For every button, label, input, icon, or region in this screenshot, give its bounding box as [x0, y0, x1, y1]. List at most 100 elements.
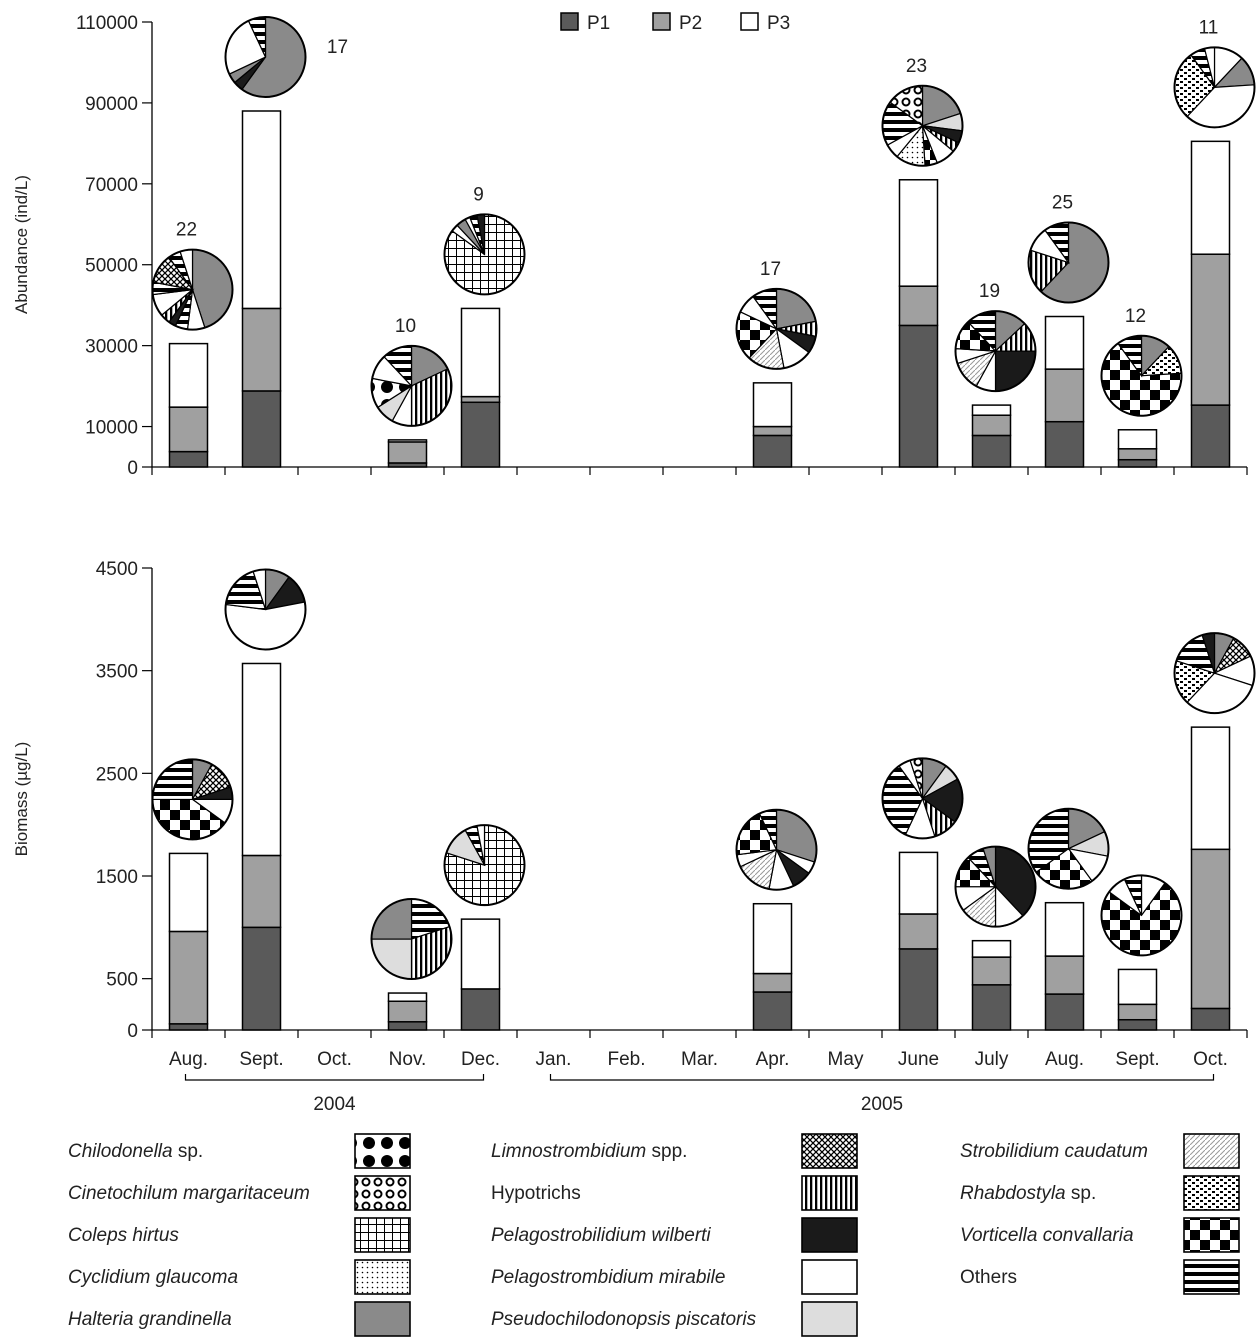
- month-label: Jan.: [536, 1049, 572, 1070]
- biomass-bar-p3: [752, 902, 793, 975]
- abundance-pie-outline: [224, 16, 307, 98]
- abundance-pie: 19: [954, 281, 1037, 393]
- abundance-pie-outline: [881, 84, 964, 167]
- abundance-bar-p2: [387, 441, 428, 464]
- biomass-bar-p2: [1190, 848, 1231, 1010]
- species-label: Chilodonella sp.: [68, 1141, 203, 1162]
- species-swatch-solid-gray: [354, 1301, 411, 1337]
- abundance-pie: 10: [370, 316, 453, 427]
- species-legend: Chilodonella sp. Cinetochilum margaritace…: [68, 1133, 1240, 1337]
- biomass-pie: [443, 824, 526, 907]
- species-name: Pelagostrobilidium wilberti: [491, 1225, 711, 1246]
- biomass-bar-p3: [1117, 968, 1158, 1006]
- abundance-bar-p1: [1117, 458, 1158, 468]
- abundance-pie: 25: [1027, 193, 1110, 304]
- species-label: Coleps hirtus: [68, 1225, 179, 1246]
- abundance-bar-p3: [1190, 140, 1231, 255]
- species-label: Rhabdostyla sp.: [960, 1183, 1096, 1204]
- biomass-y-tick-label: 0: [127, 1021, 138, 1042]
- biomass-bar-p1: [241, 926, 282, 1031]
- month-label: Sept.: [1115, 1049, 1159, 1070]
- species-label: Halteria grandinella: [68, 1309, 232, 1330]
- biomass-bar-p2: [898, 913, 939, 950]
- species-name: Limnostrombidium: [491, 1141, 646, 1162]
- month-label: Dec.: [461, 1049, 500, 1070]
- abundance-y-tick-label: 30000: [85, 337, 138, 358]
- abundance-pie: 9: [443, 184, 526, 296]
- abundance-bar-p1: [971, 434, 1012, 468]
- biomass-pie-outline: [443, 824, 526, 907]
- abundance-pie: 17: [224, 16, 348, 98]
- species-label: Vorticella convallaria: [960, 1225, 1134, 1246]
- biomass-y-tick-label: 2500: [96, 764, 138, 785]
- species-swatch-vertical: [801, 1175, 858, 1211]
- species-swatch-white: [801, 1259, 858, 1295]
- year-label: 2005: [861, 1094, 903, 1115]
- abundance-pie: 11: [1173, 17, 1256, 129]
- year-bracket: [549, 1074, 1215, 1081]
- abundance-y-tick-label: 0: [127, 458, 138, 479]
- species-name: Pelagostrombidium mirabile: [491, 1267, 725, 1288]
- month-label: Feb.: [607, 1049, 645, 1070]
- biomass-pie-outline: [735, 808, 818, 891]
- biomass-bar-p1: [971, 984, 1012, 1031]
- biomass-bar-p1: [752, 991, 793, 1031]
- biomass-bar-p3: [1190, 726, 1231, 851]
- biomass-pie-outline: [954, 845, 1037, 928]
- biomass-pie-outline: [370, 898, 453, 981]
- species-suffix: sp.: [173, 1141, 204, 1162]
- biomass-pie: [1027, 807, 1110, 890]
- abundance-bar-p2: [460, 395, 501, 404]
- biomass-panel: 0 500 1500 2500 3500 4500 Biomass (µg/L): [12, 559, 1256, 1042]
- biomass-bar-p2: [752, 972, 793, 993]
- legend-swatch-p3: [740, 12, 759, 31]
- abundance-pie-outline: [443, 213, 526, 296]
- abundance-pie: 23: [881, 56, 964, 167]
- biomass-pie-outline: [881, 757, 964, 840]
- species-name: Strobilidium caudatum: [960, 1141, 1148, 1162]
- biomass-y-tick-label: 1500: [96, 867, 138, 888]
- abundance-bar-p2: [168, 406, 209, 453]
- abundance-bar-p2: [971, 414, 1012, 437]
- abundance-species-count: 25: [1052, 193, 1073, 214]
- abundance-bar-p2: [1117, 448, 1158, 461]
- biomass-pie: [224, 568, 307, 651]
- biomass-y-tick-label: 4500: [96, 559, 138, 580]
- species-name: Rhabdostyla: [960, 1183, 1066, 1204]
- abundance-y-tick-label: 50000: [85, 256, 138, 277]
- species-name: Coleps hirtus: [68, 1225, 179, 1246]
- species-name: Pseudochilodonopsis piscatoris: [491, 1309, 757, 1330]
- species-name: Vorticella convallaria: [960, 1225, 1134, 1246]
- species-label: Others: [960, 1267, 1017, 1288]
- abundance-bar-p3: [898, 179, 939, 287]
- biomass-y-tick-label: 3500: [96, 662, 138, 683]
- abundance-species-count: 17: [760, 259, 781, 280]
- abundance-bar-p3: [460, 307, 501, 398]
- biomass-bar-p1: [460, 988, 501, 1031]
- abundance-bar-p3: [1117, 429, 1158, 450]
- abundance-pie: 12: [1100, 306, 1183, 417]
- abundance-species-count: 22: [176, 220, 197, 241]
- biomass-bar-p1: [1190, 1007, 1231, 1031]
- abundance-bar-p2: [752, 425, 793, 437]
- abundance-bar-p3: [168, 342, 209, 408]
- biomass-bar-p2: [387, 1000, 428, 1023]
- species-swatch-checker: [1183, 1217, 1240, 1253]
- month-label: Mar.: [681, 1049, 718, 1070]
- species-swatch-horizontal: [1183, 1259, 1240, 1295]
- species-name: Chilodonella: [68, 1141, 173, 1162]
- abundance-bar-p1: [1044, 420, 1085, 468]
- abundance-bar-p1: [1190, 404, 1231, 468]
- abundance-species-count: 19: [979, 281, 1000, 302]
- biomass-pie: [151, 758, 234, 841]
- month-label: Nov.: [389, 1049, 427, 1070]
- species-suffix: spp.: [646, 1141, 687, 1162]
- legend-swatch-p2: [652, 12, 671, 31]
- species-label: Cyclidium glaucoma: [68, 1267, 238, 1288]
- biomass-pie: [881, 757, 964, 840]
- species-swatch-dots-fine: [354, 1259, 411, 1295]
- biomass-bar-p1: [387, 1021, 428, 1031]
- species-label: Pelagostrobilidium wilberti: [491, 1225, 711, 1246]
- abundance-pie-outline: [151, 248, 234, 331]
